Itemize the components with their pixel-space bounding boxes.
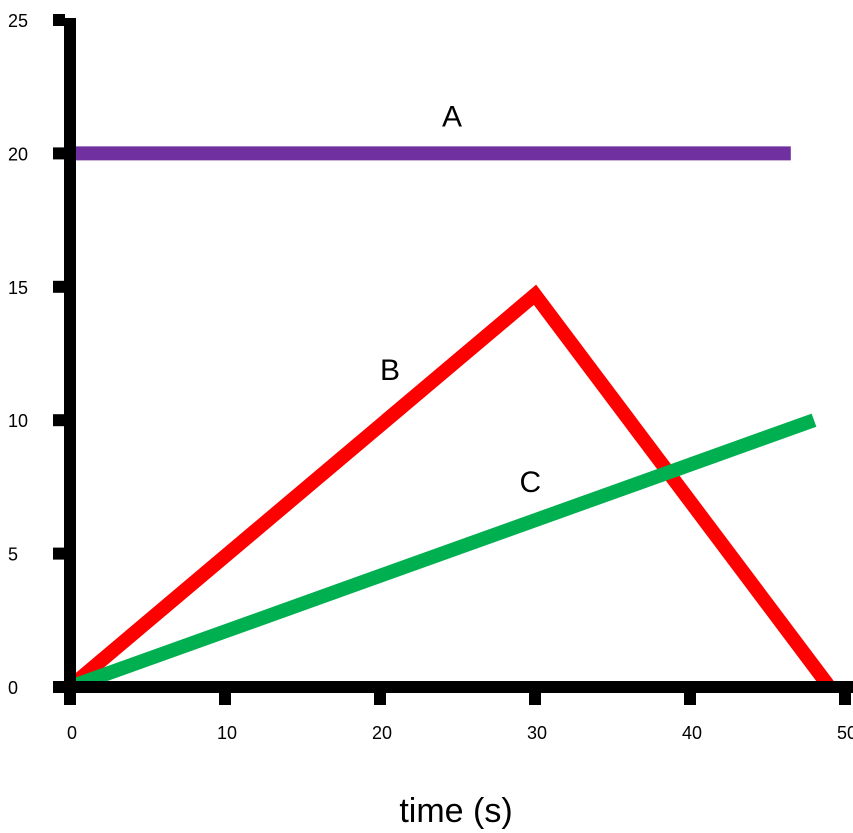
- y-tick-mark: [53, 280, 65, 293]
- x-tick-mark: [684, 692, 696, 705]
- x-axis-title: time (s): [399, 792, 512, 830]
- series-line-b: [65, 284, 836, 693]
- x-tick-mark: [529, 692, 541, 705]
- series-label-b: B: [380, 354, 400, 387]
- y-tick-label: 10: [8, 411, 28, 431]
- y-tick-label: 5: [8, 545, 18, 565]
- x-tick-label: 30: [527, 723, 547, 743]
- series-layer: [65, 146, 836, 694]
- y-tick-label: 25: [8, 11, 28, 31]
- y-tick-mark: [53, 147, 65, 160]
- y-tick-mark: [53, 414, 65, 427]
- x-tick-label: 10: [217, 723, 237, 743]
- x-tick-label: 0: [67, 723, 77, 743]
- y-tick-mark: [53, 681, 65, 693]
- x-tick-mark: [219, 692, 231, 705]
- series-line-c: [67, 413, 817, 694]
- axes-layer: [64, 18, 853, 693]
- x-tick-label: 20: [372, 723, 392, 743]
- x-tick-mark: [839, 692, 851, 705]
- labels-layer: 0 5 10 15 20 25 0 10 20 30 40 50 A B C: [8, 11, 853, 743]
- series-label-c: C: [520, 466, 542, 499]
- series-label-a: A: [442, 101, 462, 134]
- x-tick-mark: [374, 692, 386, 705]
- y-tick-mark: [53, 547, 65, 560]
- y-tick-label: 0: [8, 678, 18, 698]
- x-tick-label: 40: [682, 723, 702, 743]
- ticks-layer: [53, 14, 851, 705]
- y-tick-label: 20: [8, 144, 28, 164]
- y-tick-label: 15: [8, 278, 28, 298]
- y-tick-mark: [53, 14, 65, 26]
- x-tick-label: 50: [837, 723, 853, 743]
- x-tick-mark: [64, 692, 76, 705]
